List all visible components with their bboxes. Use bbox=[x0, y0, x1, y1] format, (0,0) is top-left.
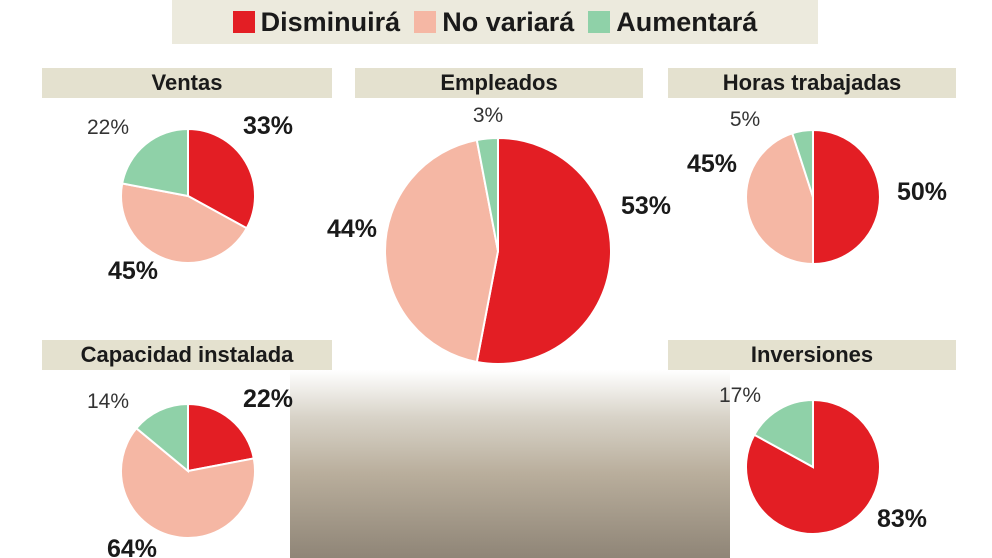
pie-1-label-2: 3% bbox=[473, 104, 503, 127]
pie-2-label-2: 5% bbox=[730, 108, 760, 131]
pie-0-slice-2 bbox=[121, 127, 189, 198]
factory-photo bbox=[290, 370, 730, 558]
pie-3-label-1: 64% bbox=[107, 535, 157, 558]
pie-0-label-1: 45% bbox=[108, 257, 158, 285]
pie-3-label-2: 14% bbox=[87, 390, 129, 413]
legend-item-aumentara: Aumentará bbox=[588, 7, 757, 38]
legend-item-no-variara: No variará bbox=[414, 7, 574, 38]
pie-4-slice-0 bbox=[745, 398, 881, 535]
pie-0-slice-0 bbox=[187, 127, 256, 230]
pie-1: 53% 44% 3% bbox=[327, 104, 671, 365]
pie-2: 50% 45% 5% bbox=[687, 108, 947, 266]
pie-0-label-2: 22% bbox=[87, 116, 129, 139]
legend-swatch-no-variara bbox=[414, 11, 437, 33]
pie-3-slice-1 bbox=[120, 426, 256, 539]
legend-item-disminuira: Disminuirá bbox=[232, 6, 401, 38]
title-empleados: Empleados bbox=[355, 68, 643, 98]
legend-label-aumentara: Aumentará bbox=[616, 6, 758, 37]
pie-2-slice-1 bbox=[745, 132, 814, 266]
pie-2-label-0: 50% bbox=[897, 178, 947, 206]
title-capacidad-instalada: Capacidad instalada bbox=[42, 340, 332, 370]
legend-label-no-variara: No variará bbox=[442, 6, 575, 37]
pie-1-slice-1 bbox=[384, 138, 500, 364]
title-inversiones: Inversiones bbox=[668, 340, 956, 370]
pie-3: 22% 64% 14% bbox=[87, 385, 293, 558]
pie-3-label-0: 22% bbox=[243, 385, 293, 413]
pie-2-slice-2 bbox=[791, 128, 814, 198]
title-horas-trabajadas: Horas trabajadas bbox=[668, 68, 956, 98]
pie-4-label-0: 83% bbox=[877, 505, 927, 533]
pie-0-slice-1 bbox=[120, 182, 249, 264]
title-ventas: Ventas bbox=[42, 68, 332, 98]
pie-0-label-0: 33% bbox=[243, 112, 293, 140]
pie-3-slice-2 bbox=[134, 402, 189, 474]
legend-label-disminuira: Disminuirá bbox=[260, 6, 401, 37]
pie-4-label-1: 17% bbox=[719, 384, 761, 407]
pie-2-slice-0 bbox=[812, 128, 881, 266]
legend-swatch-aumentara bbox=[588, 11, 611, 33]
pie-4: 83% 17% bbox=[719, 384, 927, 535]
pie-2-label-1: 45% bbox=[687, 150, 737, 178]
legend-swatch-disminuira bbox=[232, 11, 255, 33]
pie-0: 33% 45% 22% bbox=[87, 112, 293, 285]
pie-1-label-1: 44% bbox=[327, 215, 377, 243]
pie-1-label-0: 53% bbox=[621, 192, 671, 220]
pie-4-slice-1 bbox=[752, 398, 814, 469]
pie-1-slice-0 bbox=[475, 136, 612, 365]
pie-3-slice-0 bbox=[187, 402, 255, 473]
legend: Disminuirá No variará Aumentará bbox=[172, 0, 818, 44]
pie-1-slice-2 bbox=[475, 136, 499, 252]
